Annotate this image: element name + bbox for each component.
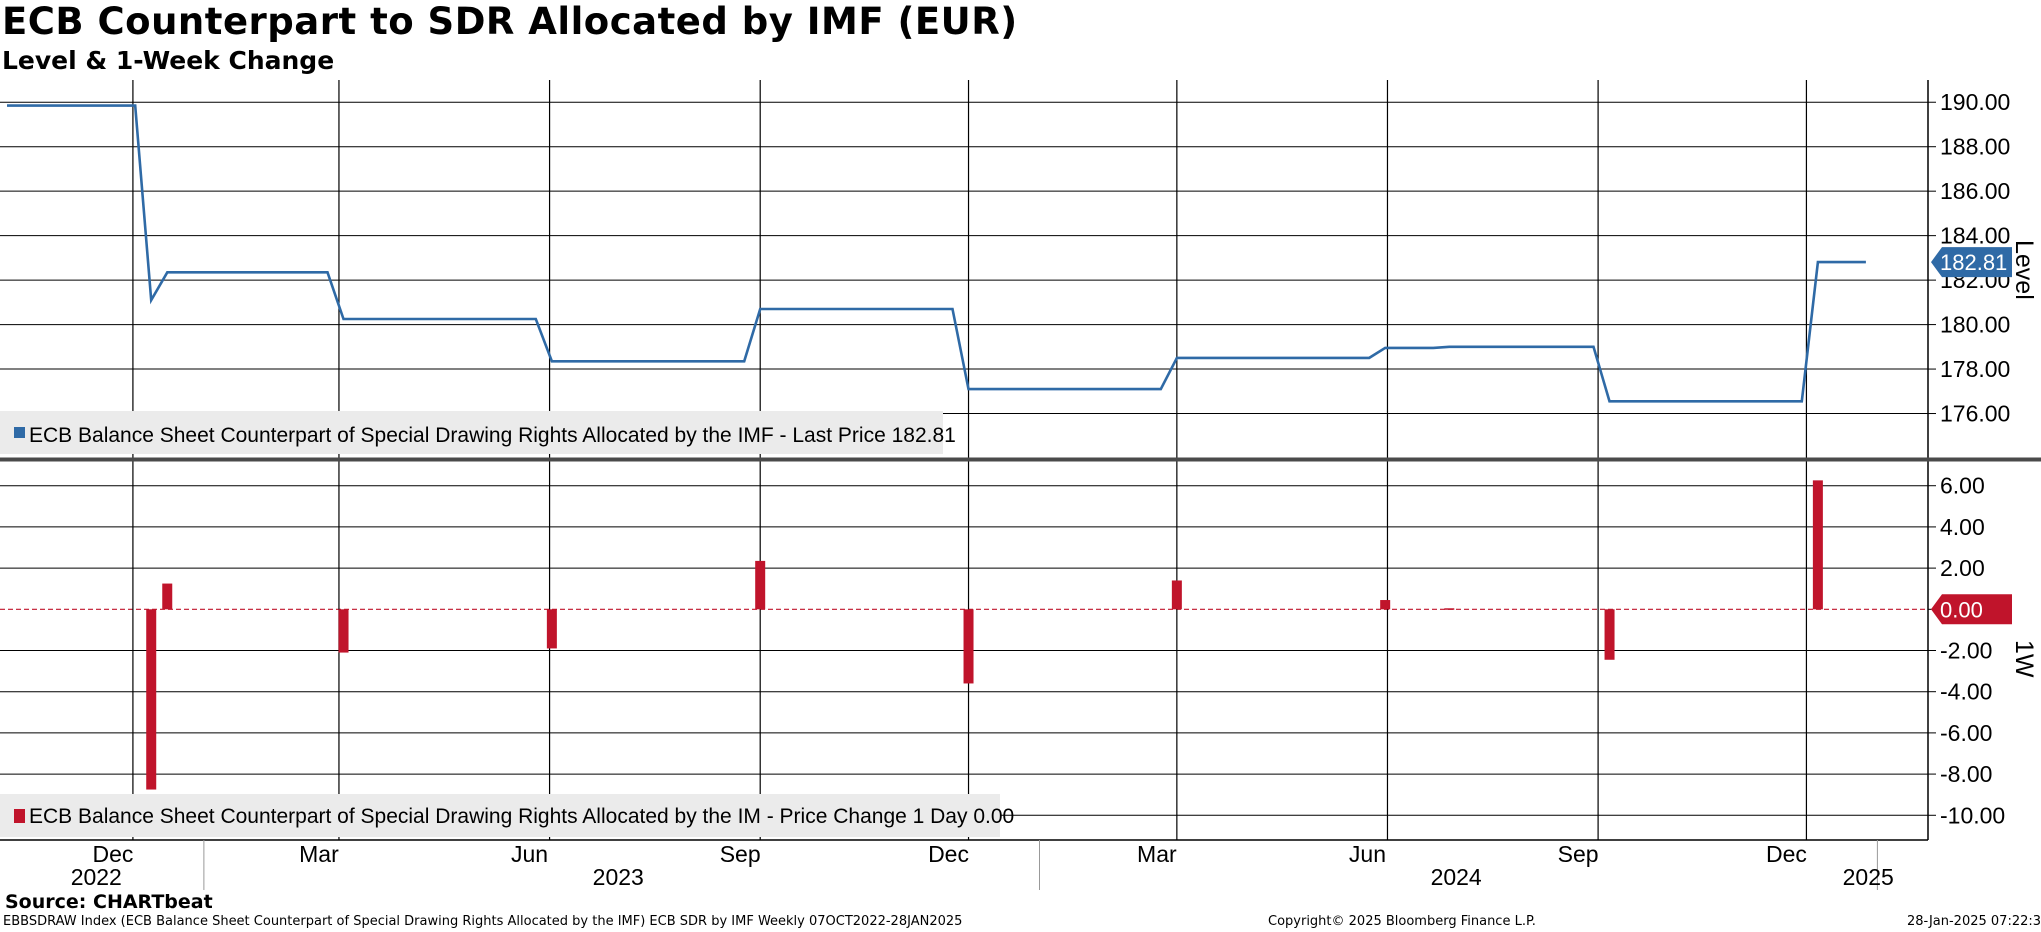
copyright: Copyright© 2025 Bloomberg Finance L.P.: [1268, 914, 1536, 929]
top-legend-box: [0, 411, 943, 454]
change-tick-label: -8.00: [1940, 761, 1992, 787]
level-tick-label: 180.00: [1940, 312, 2010, 338]
year-label: 2023: [593, 864, 644, 890]
level-tick-label: 190.00: [1940, 89, 2010, 115]
month-label: Sep: [720, 841, 761, 867]
month-label: Mar: [1137, 841, 1177, 867]
month-label: Dec: [928, 841, 969, 867]
timestamp: 28-Jan-2025 07:22:37: [1907, 914, 2041, 929]
level-tick-label: 176.00: [1940, 401, 2010, 427]
chart-title: ECB Counterpart to SDR Allocated by IMF …: [2, 0, 1018, 43]
month-label: Dec: [92, 841, 133, 867]
level-tick-label: 186.00: [1940, 178, 2010, 204]
change-tick-label: -6.00: [1940, 720, 1992, 746]
change-axis-title: 1W: [2010, 640, 2038, 678]
change-bar: [1812, 480, 1823, 610]
source-label: Source: CHARTbeat: [5, 891, 213, 913]
level-line: [7, 104, 1866, 403]
axes: [0, 80, 2041, 890]
bottom-legend-text: ECB Balance Sheet Counterpart of Special…: [29, 805, 1014, 828]
change-bar: [338, 609, 349, 653]
level-axis-title: Level: [2010, 240, 2038, 300]
bottom-legend-box: [0, 794, 1000, 837]
chart-subtitle: Level & 1-Week Change: [2, 46, 335, 75]
top-legend: ECB Balance Sheet Counterpart of Special…: [0, 411, 956, 454]
change-bar: [1380, 600, 1391, 610]
change-callout-text: 0.00: [1940, 597, 1983, 622]
change-bar: [1604, 609, 1615, 660]
change-tick-label: 6.00: [1940, 473, 1985, 499]
year-label: 2024: [1431, 864, 1482, 890]
change-tick-label: 2.00: [1940, 555, 1985, 581]
month-label: Mar: [299, 841, 339, 867]
level-tick-label: 184.00: [1940, 223, 2010, 249]
change-bar: [963, 609, 974, 684]
bottom-panel-grid: 6.00 4.00 2.00 -2.00 -4.00 -6.00 -8.00 -10.00: [0, 473, 2005, 828]
top-panel-grid: 190.00188.00186.00184.00182.00180.00178.…: [0, 89, 2010, 427]
month-label: Jun: [511, 841, 548, 867]
level-last-value-callout: 182.81: [1931, 247, 2012, 278]
change-bar: [162, 583, 173, 610]
bottom-legend-swatch: [14, 809, 25, 823]
change-tick-label: -4.00: [1940, 679, 1992, 705]
level-callout-text: 182.81: [1940, 250, 2007, 275]
change-last-value-callout: 0.00: [1931, 594, 2012, 625]
month-label: Dec: [1766, 841, 1807, 867]
top-legend-text: ECB Balance Sheet Counterpart of Special…: [29, 424, 956, 447]
change-bar: [755, 560, 766, 610]
level-series: [7, 104, 1866, 403]
change-bar: [546, 609, 557, 649]
change-tick-label: 4.00: [1940, 514, 1985, 540]
change-tick-label: -2.00: [1940, 638, 1992, 664]
month-label: Sep: [1558, 841, 1599, 867]
month-label: Jun: [1349, 841, 1386, 867]
change-bar: [1444, 608, 1455, 610]
change-bar: [146, 609, 157, 790]
change-tick-label: -10.00: [1940, 802, 2005, 828]
index-info: EBBSDRAW Index (ECB Balance Sheet Counte…: [3, 914, 963, 929]
change-series: [146, 480, 1823, 790]
year-label: 2022: [71, 864, 122, 890]
level-tick-label: 188.00: [1940, 134, 2010, 160]
year-label: 2025: [1843, 864, 1894, 890]
top-legend-swatch: [14, 427, 25, 438]
bottom-legend: ECB Balance Sheet Counterpart of Special…: [0, 794, 1014, 837]
level-tick-label: 178.00: [1940, 356, 2010, 382]
level-callout-background: [1931, 247, 2012, 278]
change-bar: [1171, 580, 1182, 610]
change-callout-background: [1931, 594, 2012, 625]
